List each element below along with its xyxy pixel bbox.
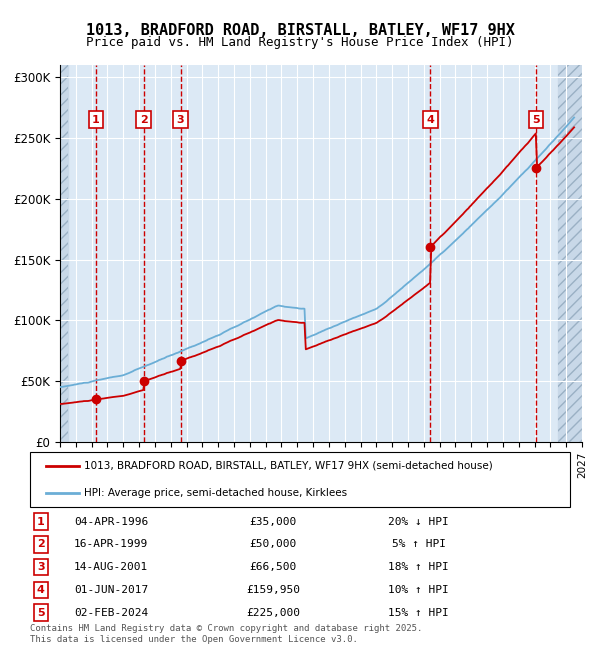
Text: 2: 2	[37, 540, 44, 549]
Text: £159,950: £159,950	[246, 585, 300, 595]
Text: 5: 5	[532, 115, 540, 125]
Text: 16-APR-1999: 16-APR-1999	[74, 540, 148, 549]
Text: £35,000: £35,000	[250, 517, 296, 526]
Bar	[60, 65, 68, 442]
Text: 1: 1	[92, 115, 100, 125]
Text: HPI: Average price, semi-detached house, Kirklees: HPI: Average price, semi-detached house,…	[84, 488, 347, 498]
Text: £50,000: £50,000	[250, 540, 296, 549]
Bar	[558, 65, 590, 442]
Text: 1013, BRADFORD ROAD, BIRSTALL, BATLEY, WF17 9HX: 1013, BRADFORD ROAD, BIRSTALL, BATLEY, W…	[86, 23, 514, 38]
Text: 18% ↑ HPI: 18% ↑ HPI	[388, 562, 449, 572]
Text: 04-APR-1996: 04-APR-1996	[74, 517, 148, 526]
Text: 3: 3	[177, 115, 184, 125]
Text: 20% ↓ HPI: 20% ↓ HPI	[388, 517, 449, 526]
Text: £225,000: £225,000	[246, 608, 300, 617]
Text: 4: 4	[427, 115, 434, 125]
Text: 1: 1	[37, 517, 44, 526]
Bar	[60, 65, 68, 442]
Text: 01-JUN-2017: 01-JUN-2017	[74, 585, 148, 595]
Bar	[558, 65, 582, 442]
Text: 14-AUG-2001: 14-AUG-2001	[74, 562, 148, 572]
Text: 10% ↑ HPI: 10% ↑ HPI	[388, 585, 449, 595]
Text: 15% ↑ HPI: 15% ↑ HPI	[388, 608, 449, 617]
Text: 3: 3	[37, 562, 44, 572]
Text: 5% ↑ HPI: 5% ↑ HPI	[392, 540, 446, 549]
Text: Price paid vs. HM Land Registry's House Price Index (HPI): Price paid vs. HM Land Registry's House …	[86, 36, 514, 49]
Text: 2: 2	[140, 115, 148, 125]
Text: Contains HM Land Registry data © Crown copyright and database right 2025.
This d: Contains HM Land Registry data © Crown c…	[30, 624, 422, 644]
FancyBboxPatch shape	[30, 452, 570, 507]
Text: £66,500: £66,500	[250, 562, 296, 572]
Text: 5: 5	[37, 608, 44, 617]
Text: 4: 4	[37, 585, 45, 595]
Text: 02-FEB-2024: 02-FEB-2024	[74, 608, 148, 617]
Text: 1013, BRADFORD ROAD, BIRSTALL, BATLEY, WF17 9HX (semi-detached house): 1013, BRADFORD ROAD, BIRSTALL, BATLEY, W…	[84, 461, 493, 471]
